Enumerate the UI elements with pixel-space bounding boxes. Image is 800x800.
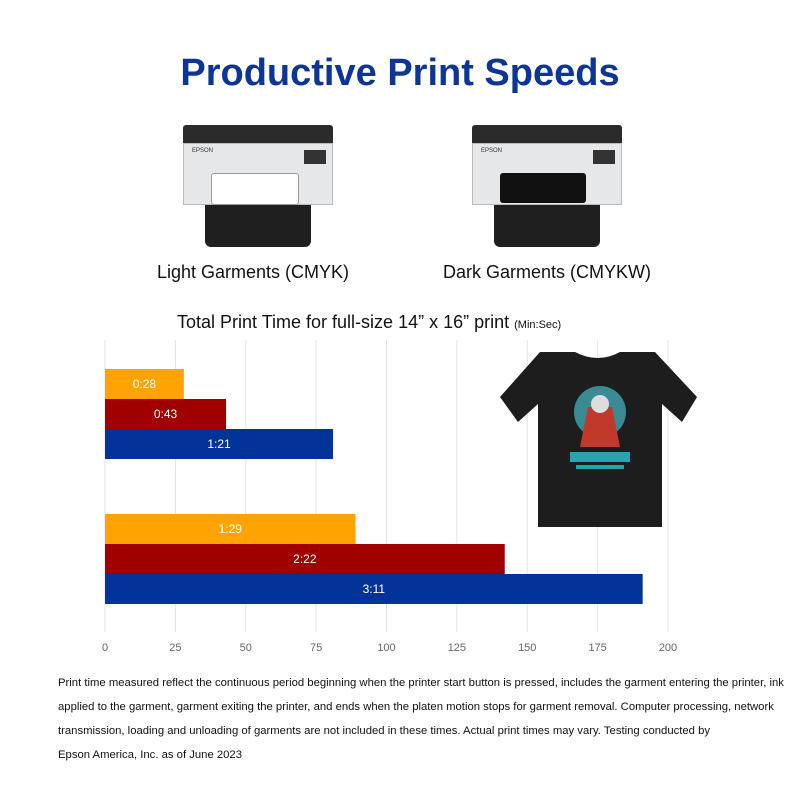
dark-garment — [500, 173, 586, 203]
bar — [105, 514, 356, 544]
bar-data-label: 1:21 — [207, 437, 231, 451]
x-tick-label: 150 — [518, 642, 536, 654]
bar-data-label: 0:43 — [154, 407, 178, 421]
bar — [105, 369, 184, 399]
x-tick-label: 50 — [240, 642, 252, 654]
footnote-line: transmission, loading and unloading of g… — [58, 725, 711, 737]
footnote-line: Epson America, Inc. as of June 2023 — [58, 749, 242, 761]
bar — [105, 574, 643, 604]
caption-dark-garments: Dark Garments (CMYKW) — [443, 262, 652, 282]
x-tick-label: 25 — [169, 642, 181, 654]
x-tick-label: 175 — [588, 642, 606, 654]
chart-title-text: Total Print Time for full-size 14” x 16”… — [177, 312, 510, 332]
footnote: Print time measured reflect the continuo… — [58, 671, 784, 767]
bar — [105, 429, 334, 459]
white-garment — [211, 173, 299, 205]
footnote-line: applied to the garment, garment exiting … — [58, 701, 774, 713]
page-title: Productive Print Speeds — [180, 52, 620, 94]
printer-dark-garments-image: EPSON — [472, 125, 622, 255]
x-tick-label: 0 — [102, 642, 108, 654]
bar — [105, 544, 505, 574]
x-tick-label: 100 — [377, 642, 395, 654]
bar-data-label: 3:11 — [363, 582, 386, 596]
caption-light-garments: Light Garments (CMYK) — [157, 262, 350, 282]
printer-brand: EPSON — [481, 148, 503, 154]
chart-title-unit: (Min:Sec) — [514, 319, 562, 331]
chart-title: Total Print Time for full-size 14” x 16”… — [177, 312, 561, 333]
printer-brand: EPSON — [192, 148, 214, 154]
tshirt-image — [500, 352, 697, 527]
x-tick-label: 125 — [448, 642, 466, 654]
footnote-line: Print time measured reflect the continuo… — [58, 677, 784, 689]
bar-data-label: 2:22 — [293, 552, 317, 566]
bar-data-label: 1:29 — [219, 522, 243, 536]
x-tick-label: 200 — [659, 642, 677, 654]
x-tick-label: 75 — [310, 642, 322, 654]
bar-data-label: 0:28 — [133, 377, 157, 391]
printer-light-garments-image: EPSON — [183, 125, 333, 255]
bar — [105, 399, 227, 429]
